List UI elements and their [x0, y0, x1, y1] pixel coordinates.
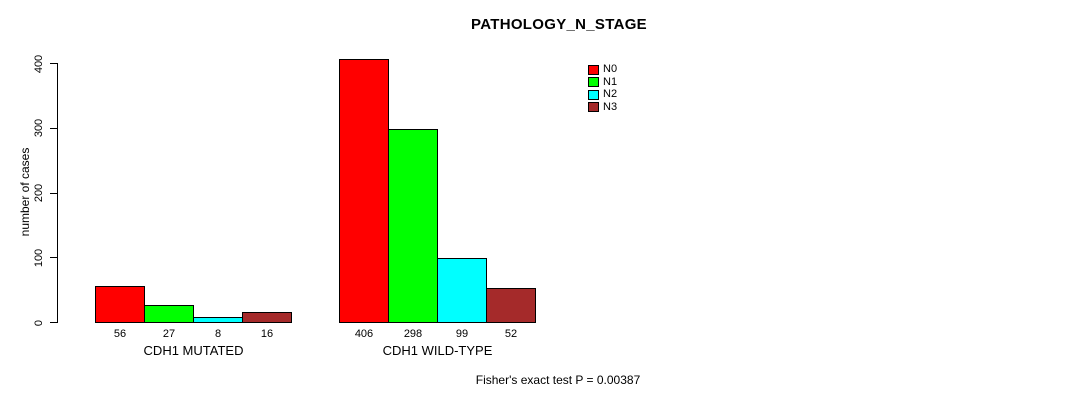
y-axis-tick [50, 192, 57, 194]
bar-value-label: 52 [504, 328, 518, 340]
bar-value-label: 16 [260, 328, 274, 340]
legend-item-n0: N0 [588, 64, 617, 75]
legend-swatch-n0 [588, 64, 599, 75]
legend: N0 N1 N2 N3 [588, 64, 617, 114]
bar-value-label: 56 [113, 328, 127, 340]
legend-label: N1 [603, 75, 618, 88]
y-axis-line [57, 63, 58, 323]
bar-value-label: 27 [162, 328, 176, 340]
y-axis-tick [50, 322, 57, 323]
legend-label: N0 [603, 63, 618, 75]
bar-value-label: 298 [403, 328, 423, 340]
bar-n3-cdh1-mutated [242, 311, 292, 323]
bar-value-label: 99 [455, 328, 469, 340]
legend-swatch-n1 [588, 77, 599, 87]
category-label-cdh1-wild-type: CDH1 WILD-TYPE [382, 343, 493, 358]
chart-title: PATHOLOGY_N_STAGE [471, 16, 647, 33]
bar-value-label: 406 [354, 328, 374, 340]
bar-n1-cdh1-wild-type [388, 129, 438, 323]
legend-label: N2 [603, 88, 618, 100]
annotation-text: Fisher's exact test P = 0.00387 [475, 373, 641, 387]
y-axis-tick [50, 63, 57, 64]
legend-item-n1: N1 [588, 75, 618, 88]
y-axis-tick [50, 127, 57, 129]
category-label-cdh1-mutated: CDH1 MUTATED [143, 343, 244, 358]
bar-n2-cdh1-mutated [193, 316, 243, 323]
bar-n2-cdh1-wild-type [437, 257, 487, 323]
legend-swatch-n3 [588, 102, 599, 112]
bar-n0-cdh1-mutated [95, 285, 145, 323]
bar-n3-cdh1-wild-type [486, 288, 536, 323]
y-axis-tick [50, 257, 57, 259]
legend-label: N3 [603, 100, 618, 113]
legend-item-n2: N2 [588, 89, 617, 100]
bar-n1-cdh1-mutated [144, 304, 194, 323]
bar-value-label: 8 [214, 328, 222, 340]
legend-item-n3: N3 [588, 100, 618, 113]
legend-swatch-n2 [588, 89, 599, 100]
bar-n0-cdh1-wild-type [339, 59, 389, 323]
